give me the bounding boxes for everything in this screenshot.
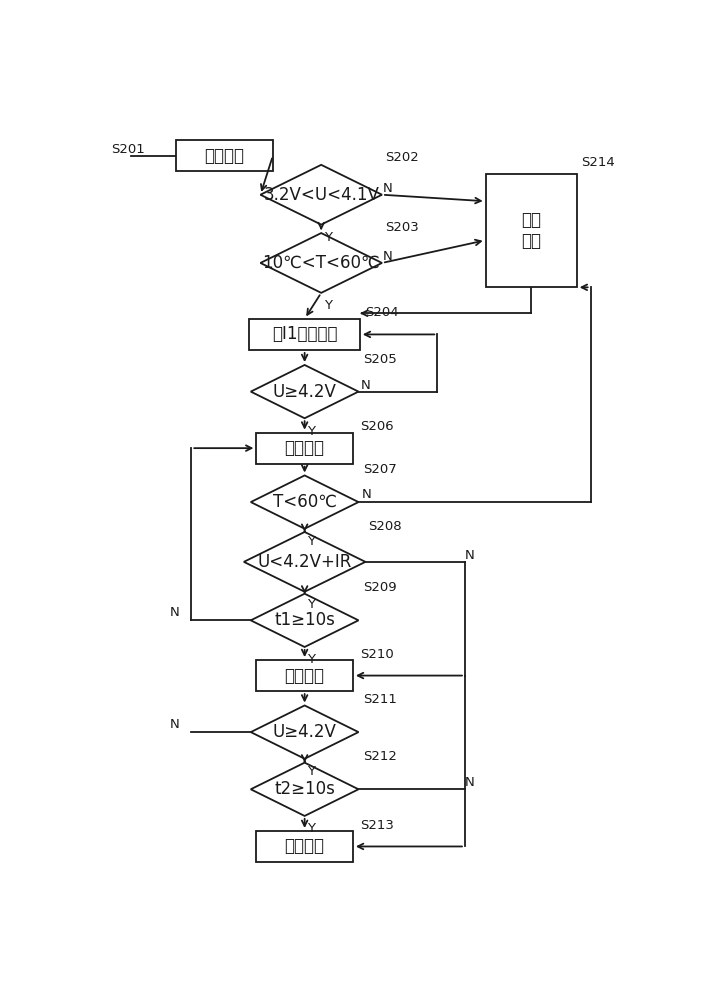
Polygon shape <box>260 165 382 225</box>
Text: S211: S211 <box>363 693 396 706</box>
Text: U<4.2V+IR: U<4.2V+IR <box>257 553 352 571</box>
Text: S210: S210 <box>360 648 394 661</box>
Text: U≥4.2V: U≥4.2V <box>272 723 337 741</box>
Text: 脉冲充电: 脉冲充电 <box>284 439 324 457</box>
Text: S203: S203 <box>385 221 419 234</box>
Text: Y: Y <box>307 425 315 438</box>
Text: N: N <box>170 606 180 619</box>
Text: Y: Y <box>324 299 332 312</box>
Text: S205: S205 <box>363 353 396 366</box>
Text: 以I1恒流充电: 以I1恒流充电 <box>272 325 337 343</box>
Text: 3.2V<U<4.1V: 3.2V<U<4.1V <box>263 186 379 204</box>
Text: 常规
充电: 常规 充电 <box>521 211 541 250</box>
Text: Y: Y <box>324 231 332 244</box>
Polygon shape <box>244 532 366 592</box>
Text: Y: Y <box>307 535 315 548</box>
Text: S207: S207 <box>363 463 396 476</box>
Text: Y: Y <box>307 822 315 835</box>
Text: N: N <box>362 488 371 501</box>
Text: Y: Y <box>307 598 315 611</box>
Bar <box>256 433 353 464</box>
Text: N: N <box>464 776 474 789</box>
Text: N: N <box>383 250 392 263</box>
Polygon shape <box>251 763 359 816</box>
Text: U≥4.2V: U≥4.2V <box>272 383 337 401</box>
Text: S204: S204 <box>366 306 399 319</box>
Text: S209: S209 <box>363 581 396 594</box>
Text: N: N <box>383 182 392 195</box>
Text: S212: S212 <box>363 750 396 763</box>
Text: S201: S201 <box>111 143 145 156</box>
Text: S202: S202 <box>385 151 419 164</box>
Polygon shape <box>251 594 359 647</box>
Bar <box>256 831 353 862</box>
Text: S214: S214 <box>581 156 615 169</box>
Bar <box>250 319 360 350</box>
Text: 开始充电: 开始充电 <box>205 147 245 165</box>
Polygon shape <box>251 705 359 759</box>
Polygon shape <box>251 365 359 418</box>
Text: N: N <box>360 379 370 392</box>
Text: Y: Y <box>307 653 315 666</box>
Bar <box>176 140 273 171</box>
Text: N: N <box>464 549 474 562</box>
Polygon shape <box>260 233 382 293</box>
Text: Y: Y <box>307 765 315 778</box>
Text: 结束充电: 结束充电 <box>284 837 324 855</box>
Polygon shape <box>251 475 359 529</box>
Text: t2≥10s: t2≥10s <box>275 780 335 798</box>
Text: 中止充电: 中止充电 <box>284 667 324 685</box>
Text: S213: S213 <box>360 819 394 832</box>
Text: N: N <box>170 718 180 731</box>
Bar <box>256 660 353 691</box>
Text: 10℃<T<60℃: 10℃<T<60℃ <box>262 254 380 272</box>
Bar <box>486 174 577 287</box>
Text: t1≥10s: t1≥10s <box>275 611 335 629</box>
Text: S206: S206 <box>360 420 394 433</box>
Text: T<60℃: T<60℃ <box>272 493 337 511</box>
Text: S208: S208 <box>368 520 402 533</box>
